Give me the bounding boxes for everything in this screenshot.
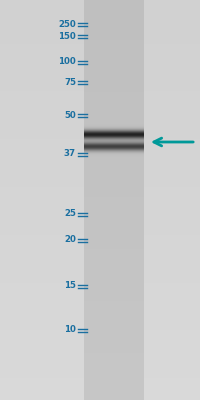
Text: 250: 250 bbox=[58, 20, 76, 29]
Text: 10: 10 bbox=[64, 326, 76, 334]
Text: 15: 15 bbox=[64, 282, 76, 290]
Text: 150: 150 bbox=[58, 32, 76, 41]
Text: 100: 100 bbox=[58, 58, 76, 66]
Text: 20: 20 bbox=[64, 236, 76, 244]
Text: 75: 75 bbox=[64, 78, 76, 87]
Text: 37: 37 bbox=[64, 150, 76, 158]
Text: 50: 50 bbox=[64, 112, 76, 120]
Text: 25: 25 bbox=[64, 210, 76, 218]
